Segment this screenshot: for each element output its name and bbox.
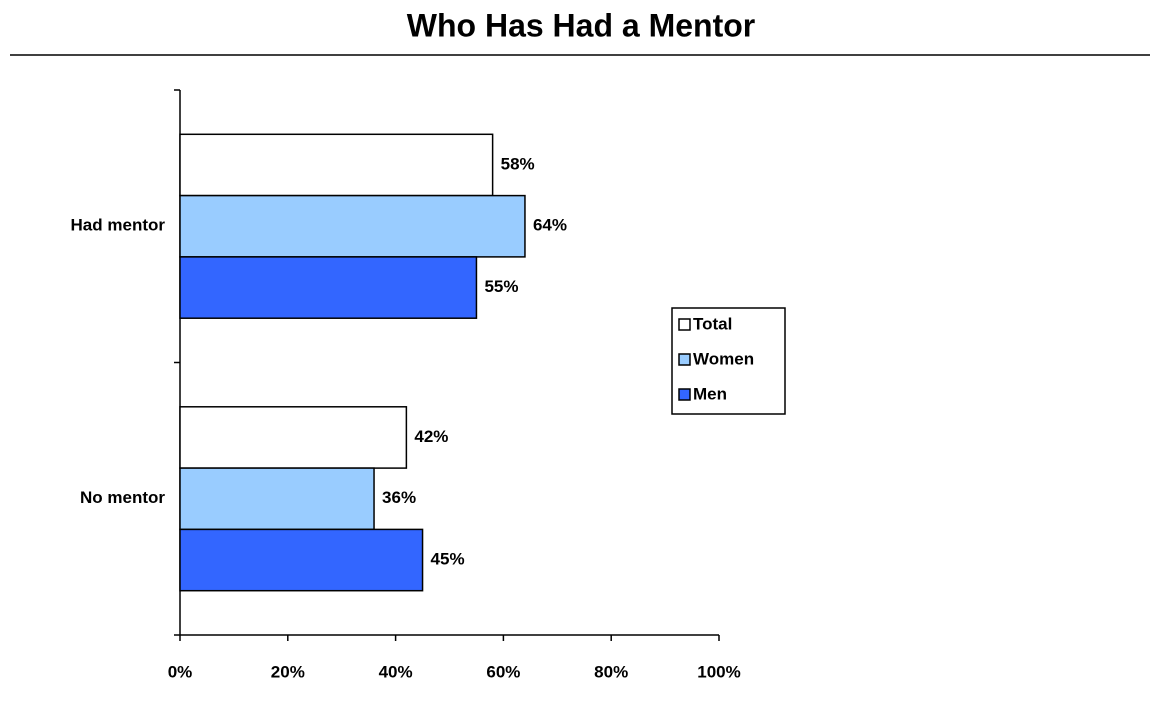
x-tick-label: 80% [594, 662, 628, 681]
bar [179, 406, 408, 469]
bar [179, 133, 494, 197]
bar [179, 528, 424, 592]
x-tick-label: 0% [168, 662, 193, 681]
x-tick-label: 40% [379, 662, 413, 681]
legend-box [671, 307, 786, 415]
x-tick-label: 60% [486, 662, 520, 681]
bar [179, 194, 526, 258]
legend-swatch [678, 353, 691, 366]
chart-title: Who Has Had a Mentor [407, 7, 755, 43]
x-tick-label: 20% [271, 662, 305, 681]
legend-label: Women [693, 349, 754, 368]
legend-swatch [678, 318, 691, 331]
category-label: No mentor [80, 488, 165, 507]
legend-label: Total [693, 314, 732, 333]
value-label: 64% [533, 216, 567, 235]
value-label: 45% [431, 550, 465, 569]
value-label: 55% [484, 277, 518, 296]
category-label: Had mentor [71, 216, 166, 235]
legend-label: Men [693, 384, 727, 403]
value-label: 36% [382, 488, 416, 507]
value-label: 58% [501, 154, 535, 173]
x-tick-label: 100% [697, 662, 740, 681]
value-label: 42% [414, 427, 448, 446]
bar [179, 256, 478, 319]
legend-swatch [678, 388, 691, 401]
bar [179, 467, 375, 531]
